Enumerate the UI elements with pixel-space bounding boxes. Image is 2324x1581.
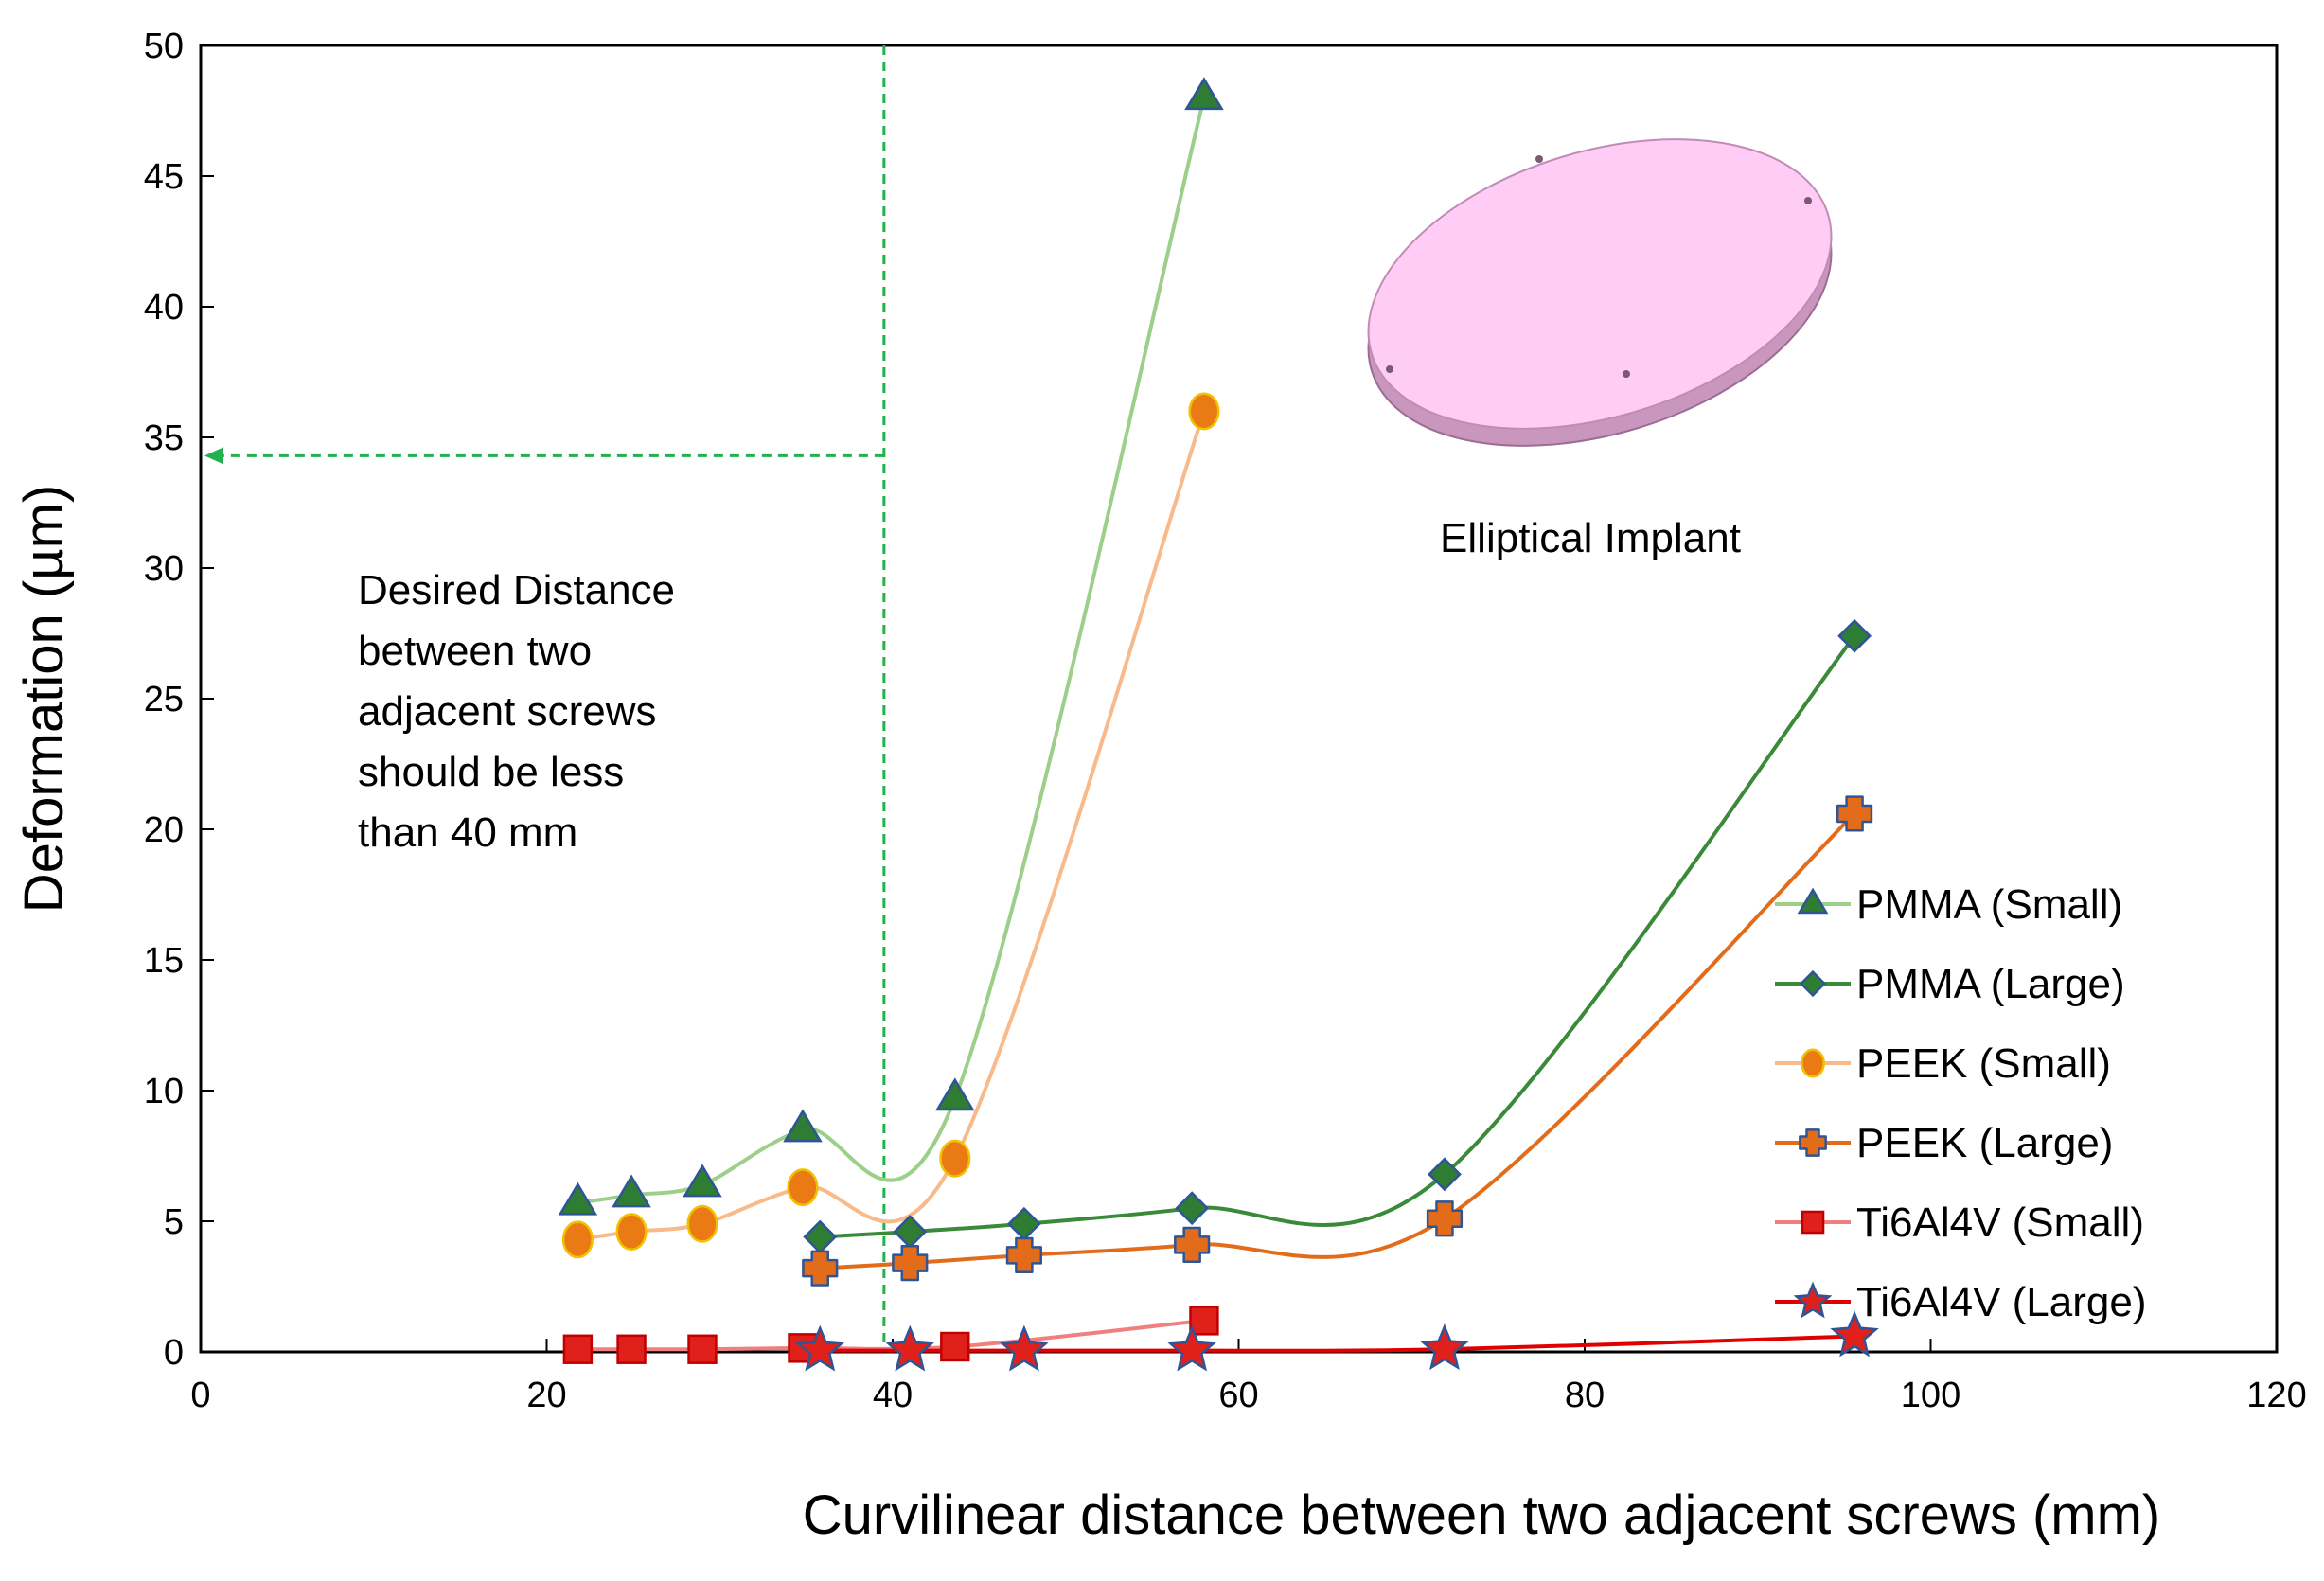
data-point (1837, 618, 1872, 653)
data-point (885, 1324, 935, 1372)
y-tick-label: 25 (144, 680, 184, 719)
data-point (561, 1220, 594, 1259)
data-point (795, 1324, 844, 1372)
legend-marker (1793, 1281, 1833, 1319)
data-point (1174, 1226, 1211, 1263)
legend-label: Ti6Al4V (Small) (1856, 1199, 2144, 1246)
elliptical-implant-illustration (1367, 138, 1833, 447)
data-point (940, 1331, 970, 1362)
annotation-line: between two (358, 628, 592, 674)
x-tick-label: 120 (2246, 1376, 2306, 1415)
data-point (687, 1334, 718, 1364)
y-tick-label: 45 (144, 157, 184, 197)
implant-label: Elliptical Implant (1440, 515, 1741, 561)
data-point (803, 1219, 838, 1254)
implant-screw-hole (1804, 197, 1812, 204)
threshold-guides (204, 45, 886, 1352)
data-point (683, 1164, 722, 1198)
data-point (686, 1204, 718, 1243)
annotation-line: should be less (358, 749, 624, 795)
legend-label: PMMA (Large) (1856, 961, 2125, 1007)
data-point (1188, 392, 1220, 431)
legend-marker (1799, 1128, 1827, 1157)
implant-screw-hole (1623, 370, 1630, 378)
data-point (612, 1174, 651, 1208)
legend-marker (1801, 1048, 1825, 1078)
x-tick-label: 60 (1218, 1376, 1258, 1415)
data-point (558, 1181, 598, 1216)
y-tick-label: 50 (144, 27, 184, 66)
x-tick-label: 0 (190, 1376, 210, 1415)
x-axis-ticks: 0 20 40 60 80 100 120 (190, 1339, 2307, 1415)
annotation-line: adjacent screws (358, 688, 656, 735)
implant-screw-hole (1535, 155, 1543, 163)
x-tick-label: 100 (1901, 1376, 1960, 1415)
data-point (1420, 1323, 1469, 1371)
data-point (1167, 1324, 1216, 1372)
data-point (1175, 1191, 1210, 1226)
data-point (1830, 1310, 1879, 1358)
legend: PMMA (Small) PMMA (Large) PEEK (Small) PEEK… (1775, 881, 2147, 1325)
data-point (616, 1334, 647, 1364)
y-tick-label: 10 (144, 1072, 184, 1111)
y-tick-label: 5 (164, 1202, 184, 1242)
data-point (939, 1139, 971, 1178)
x-tick-label: 80 (1565, 1376, 1605, 1415)
data-point (783, 1109, 823, 1143)
implant-screw-hole (1386, 365, 1393, 373)
series-markers (558, 77, 1879, 1372)
x-tick-label: 20 (526, 1376, 566, 1415)
data-point (562, 1334, 594, 1364)
data-point (1005, 1236, 1042, 1273)
data-point (1000, 1324, 1049, 1372)
series-line (577, 97, 1206, 1205)
data-point (615, 1213, 648, 1251)
legend-label: PEEK (Small) (1856, 1040, 2111, 1087)
legend-label: Ti6Al4V (Large) (1856, 1279, 2147, 1325)
data-point (787, 1168, 819, 1207)
y-tick-label: 15 (144, 941, 184, 981)
legend-label: PMMA (Small) (1856, 881, 2122, 928)
y-tick-label: 40 (144, 288, 184, 328)
y-tick-label: 35 (144, 418, 184, 458)
legend-marker (1801, 1210, 1825, 1235)
y-tick-label: 20 (144, 810, 184, 850)
data-point (935, 1077, 975, 1111)
data-point (1836, 795, 1873, 832)
y-tick-label: 0 (164, 1333, 184, 1373)
implant-top (1367, 138, 1833, 430)
y-axis-ticks: 0 5 10 15 20 25 30 35 40 45 50 (144, 27, 214, 1373)
x-tick-label: 40 (873, 1376, 913, 1415)
series-line (820, 634, 1856, 1239)
data-point (1006, 1206, 1041, 1241)
y-tick-label: 30 (144, 549, 184, 589)
annotation-line: than 40 mm (358, 809, 577, 856)
annotation-line: Desired Distance (358, 567, 675, 613)
data-point (802, 1250, 839, 1287)
threshold-arrowhead (204, 447, 223, 465)
legend-marker (1799, 969, 1827, 998)
x-axis-title: Curvilinear distance between two adjacen… (803, 1484, 2160, 1546)
legend-label: PEEK (Large) (1856, 1120, 2113, 1166)
data-point (892, 1245, 929, 1282)
data-point (1428, 1157, 1462, 1192)
data-point (1426, 1200, 1464, 1237)
data-point (1189, 1306, 1219, 1336)
data-point (1184, 77, 1224, 111)
y-axis-title: Deformation (µm) (13, 485, 75, 913)
series-line (577, 410, 1206, 1242)
legend-marker (1797, 887, 1829, 915)
